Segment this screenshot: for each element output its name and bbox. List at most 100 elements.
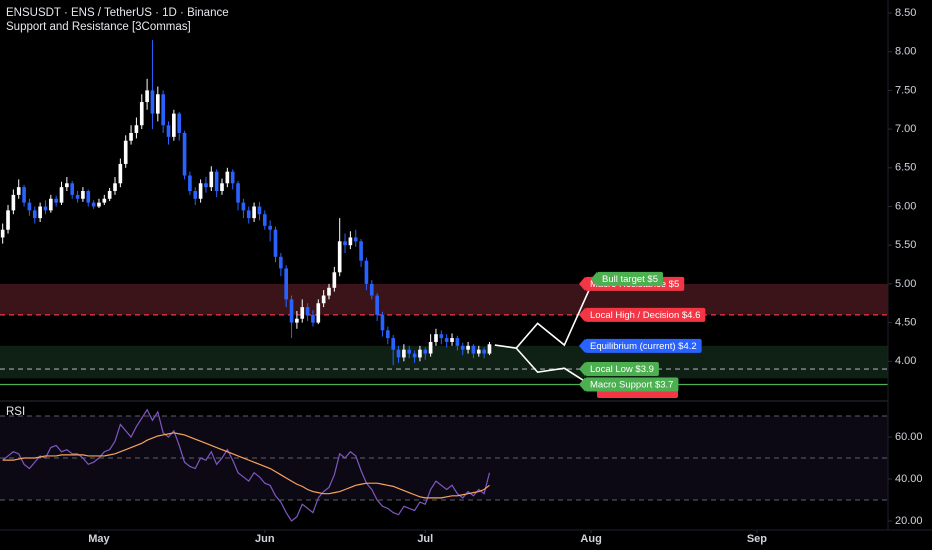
- projection-line: [494, 285, 592, 349]
- level-label-pointer: [579, 307, 585, 322]
- level-label: Local Low $3.9: [579, 362, 659, 377]
- candle-body: [257, 206, 262, 215]
- candle-body: [289, 299, 294, 323]
- candle-body: [279, 256, 283, 269]
- candle-body: [471, 345, 476, 354]
- rsi-tick-label: 40.00: [895, 473, 923, 485]
- candle-body: [375, 295, 379, 315]
- level-label: Equilibrium (current) $4.2: [579, 338, 702, 353]
- candle-body: [482, 349, 486, 354]
- candle-body: [113, 183, 117, 192]
- candle-body: [204, 183, 208, 188]
- rsi-tick-label: 60.00: [895, 431, 923, 443]
- candle-body: [139, 102, 144, 126]
- candle-body: [209, 171, 214, 188]
- x-tick-label: Jul: [417, 533, 433, 545]
- candle-body: [16, 187, 21, 195]
- candle-body: [300, 307, 305, 319]
- candle-body: [476, 349, 481, 354]
- level-label-text: Macro Support $3.7: [590, 380, 673, 391]
- zone: [0, 283, 888, 315]
- level-label: Macro Support $3.7: [579, 377, 679, 392]
- rsi-ma-line: [2, 432, 490, 499]
- candle-body: [337, 241, 342, 273]
- y-tick-label: 6.50: [895, 162, 916, 174]
- candle-body: [311, 314, 315, 323]
- candle-body: [327, 287, 331, 296]
- candle-body: [332, 272, 337, 288]
- level-label: Bull target $5: [591, 271, 663, 286]
- plot: [0, 40, 888, 522]
- level-label-box: [585, 377, 679, 392]
- y-tick-label: 8.50: [895, 7, 916, 19]
- rsi-tick-label: 20.00: [895, 515, 923, 527]
- candle-body: [391, 338, 395, 350]
- level-label-box: [597, 271, 663, 286]
- candle-body: [6, 210, 10, 230]
- y-tick-label: 8.00: [895, 46, 916, 58]
- y-tick-label: 4.00: [895, 355, 916, 367]
- candle-body: [188, 175, 192, 192]
- candle-body: [107, 191, 112, 199]
- candle-body: [343, 241, 347, 246]
- candle-body: [321, 295, 326, 304]
- candle-body: [444, 338, 449, 342]
- candle-body: [75, 194, 80, 199]
- y-tick-label: 6.00: [895, 200, 916, 212]
- x-tick-label: May: [88, 533, 110, 545]
- candle-body: [193, 191, 198, 199]
- level-label-box: [585, 338, 702, 353]
- level-label: Local High / Decision $4.6: [579, 307, 706, 322]
- candle-body: [172, 113, 176, 137]
- level-label-pointer: [579, 377, 585, 392]
- candle-body: [460, 345, 465, 350]
- candle-body: [359, 241, 363, 261]
- candle-body: [97, 202, 101, 207]
- candle-body: [49, 198, 53, 211]
- candle-body: [236, 183, 240, 203]
- zones: [0, 283, 888, 386]
- y-tick-label: 5.50: [895, 239, 916, 251]
- level-label-box: [585, 307, 706, 322]
- level-label-pointer: [579, 276, 585, 291]
- candle-body: [145, 90, 149, 103]
- candle-body: [364, 260, 369, 284]
- candle-body: [246, 210, 251, 219]
- x-tick-label: Sep: [747, 533, 767, 545]
- candle-body: [91, 202, 96, 207]
- candle-body: [65, 183, 69, 188]
- candle-body: [220, 183, 224, 192]
- level-label-text: Bull target $5: [602, 274, 658, 285]
- level-label-box: [585, 362, 659, 377]
- candle-body: [123, 140, 128, 164]
- candle-body: [402, 349, 406, 358]
- candle-body: [59, 187, 64, 203]
- candle-body: [423, 349, 428, 354]
- candle-body: [214, 171, 219, 192]
- candle-body: [86, 191, 91, 203]
- candle-body: [386, 330, 390, 339]
- level-label-pointer: [591, 271, 597, 286]
- level-label-text: Local Low $3.9: [590, 364, 654, 375]
- candle-body: [230, 171, 235, 184]
- candle-body: [129, 132, 133, 141]
- candle-body: [380, 314, 385, 331]
- candle-body: [439, 334, 444, 339]
- candle-body: [412, 353, 417, 358]
- candle-body: [225, 171, 230, 184]
- candle-body: [305, 307, 310, 315]
- candle-body: [0, 229, 5, 238]
- candle-body: [273, 229, 278, 257]
- level-label-pointer: [579, 362, 585, 377]
- candle-body: [134, 125, 139, 133]
- candle-body: [353, 237, 358, 242]
- candle-body: [487, 344, 492, 354]
- candle-body: [450, 338, 454, 342]
- candle-body: [466, 345, 470, 350]
- candle-body: [455, 338, 460, 346]
- chart-title: ENSUSDT · ENS / TetherUS · 1D · Binance: [6, 7, 229, 19]
- candle-body: [161, 94, 165, 126]
- y-tick-label: 5.00: [895, 278, 916, 290]
- candle-body: [418, 349, 422, 358]
- candle-body: [27, 202, 32, 211]
